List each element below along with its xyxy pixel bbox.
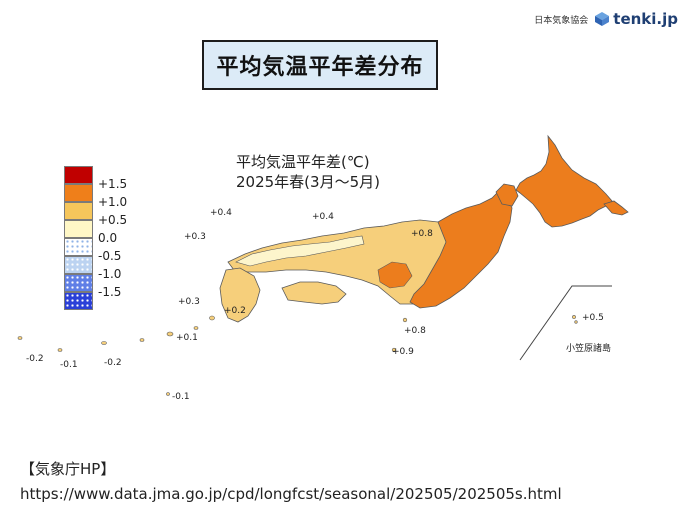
brand-logo-text: tenki.jp [613,10,678,28]
map-chubu-highland [377,261,413,289]
map-kyushu [219,267,261,323]
value-label: +0.1 [176,333,198,343]
map-title-line2: 2025年春(3月〜5月) [236,173,380,191]
value-label: +0.4 [312,212,334,222]
legend-swatch [64,220,93,238]
map-honshu-north-coast-cool [235,235,365,267]
map-north-tohoku [495,183,519,207]
map-shikoku [281,281,347,305]
page-title: 平均気温平年差分布 [202,40,438,90]
map-title-line1: 平均気温平年差(℃) [236,153,370,171]
legend-swatch [64,238,93,256]
legend-swatch [64,166,93,184]
value-label: -0.1 [60,360,78,370]
source-url[interactable]: https://www.data.jma.go.jp/cpd/longfcst/… [20,485,562,503]
legend-label: -1.5 [98,285,122,299]
map-title: 平均気温平年差(℃) 2025年春(3月〜5月) [236,152,380,192]
value-label: +0.3 [184,232,206,242]
map-ogasawara-islands [572,315,578,324]
map-hokkaido [515,134,613,228]
value-label: +0.8 [411,229,433,239]
map-hokkaido-tip [603,200,629,216]
value-label: -0.1 [172,392,190,402]
value-label: +0.9 [392,347,414,357]
brand-logo[interactable]: tenki.jp [594,10,678,28]
value-label: +0.3 [178,297,200,307]
source-note: 【気象庁HP】 https://www.data.jma.go.jp/cpd/l… [20,457,562,507]
value-label: +0.4 [210,208,232,218]
value-label: -0.2 [26,354,44,364]
legend-swatch [64,184,93,202]
ogasawara-label: 小笠原諸島 [566,344,612,354]
legend-label: -1.0 [98,267,122,281]
map-nansei-islands [17,315,215,396]
legend-swatch [64,292,93,310]
legend-label: +1.5 [98,177,128,191]
map-honshu-east [409,189,513,309]
legend-swatch [64,256,93,274]
legend-label: +0.5 [98,213,128,227]
value-label: -0.2 [104,358,122,368]
brand: 日本気象協会 tenki.jp [534,10,678,28]
cube-logo-icon [595,12,610,26]
legend-label: +1.0 [98,195,128,209]
source-label: 【気象庁HP】 [20,460,116,478]
value-label: +0.5 [582,313,604,323]
value-label: +0.2 [224,306,246,316]
value-label: +0.8 [404,326,426,336]
brand-org-name: 日本気象協会 [534,15,589,26]
map-izu-islands [391,317,408,353]
ogasawara-inset-frame [519,285,612,361]
legend-label: 0.0 [98,231,118,245]
legend-swatch [64,274,93,292]
legend-label: -0.5 [98,249,122,263]
legend-swatch [64,202,93,220]
